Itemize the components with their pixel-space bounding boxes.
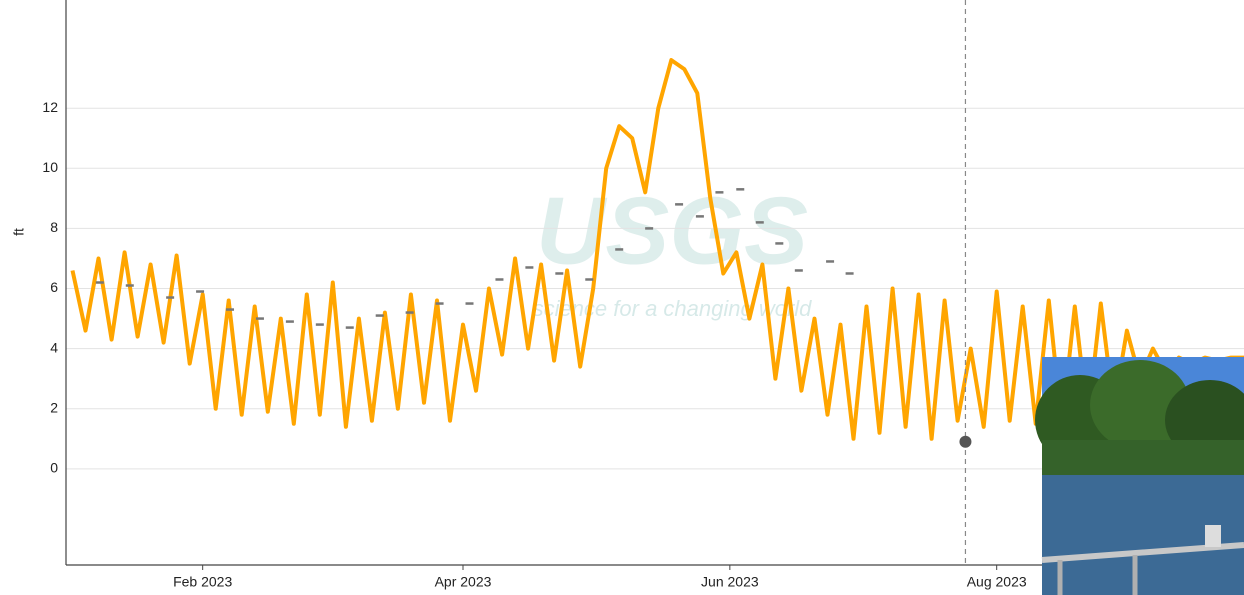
cursor-point (959, 436, 971, 448)
x-tick-label: Aug 2023 (967, 574, 1027, 590)
watermark: USGS (536, 177, 808, 284)
y-tick-label: 0 (50, 460, 58, 476)
y-tick-label: 2 (50, 399, 58, 415)
photo-gauge (1205, 525, 1221, 547)
y-tick-label: 4 (50, 339, 58, 355)
chart: ft USGS science for a changing world 024… (0, 0, 1244, 595)
y-tick-label: 10 (42, 159, 58, 175)
x-tick-label: Apr 2023 (435, 574, 492, 590)
y-tick-label: 6 (50, 279, 58, 295)
x-tick-label: Feb 2023 (173, 574, 232, 590)
y-tick-label: 12 (42, 99, 58, 115)
photo-trees (1042, 440, 1244, 475)
y-axis-label: ft (11, 228, 27, 236)
y-tick-label: 8 (50, 219, 58, 235)
x-tick-label: Jun 2023 (701, 574, 759, 590)
photo (1035, 357, 1244, 595)
